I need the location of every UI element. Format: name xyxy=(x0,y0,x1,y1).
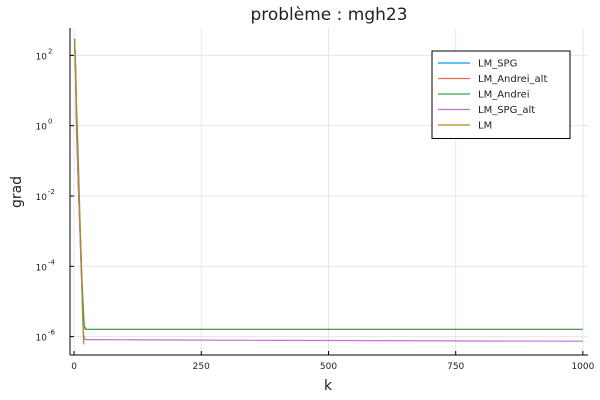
legend-label-lm-spg: LM_SPG xyxy=(478,59,517,70)
y-tick-label: 10 xyxy=(36,52,48,62)
y-tick-label: 10 xyxy=(36,263,48,273)
legend-label-lm-andrei: LM_Andrei xyxy=(478,90,530,101)
x-axis-label: k xyxy=(324,378,333,394)
axes-frame xyxy=(69,28,588,356)
y-tick-label: 10 xyxy=(36,123,48,133)
x-tick-label: 250 xyxy=(193,362,210,372)
y-tick-exponent: -4 xyxy=(48,258,56,266)
y-tick-exponent: 2 xyxy=(48,47,52,55)
y-tick-exponent: -2 xyxy=(48,188,55,196)
y-tick-label: 10 xyxy=(36,193,48,203)
legend: LM_SPG LM_Andrei_alt LM_Andrei LM_SPG_alt LM xyxy=(431,50,571,139)
series-line-lm xyxy=(73,38,85,345)
legend-label-lm-andrei-alt: LM_Andrei_alt xyxy=(478,74,547,85)
y-axis-label: grad xyxy=(9,176,25,208)
y-tick-exponent: 0 xyxy=(48,118,52,126)
legend-label-lm-spg-alt: LM_SPG_alt xyxy=(478,105,535,116)
x-axis-ticks: 0 250 500 750 1000 xyxy=(71,351,595,372)
plot-area xyxy=(73,38,583,345)
grid xyxy=(70,28,588,355)
x-tick-label: 1000 xyxy=(571,362,594,372)
x-tick-label: 500 xyxy=(320,362,337,372)
legend-label-lm: LM xyxy=(478,121,492,132)
x-tick-label: 0 xyxy=(71,362,77,372)
legend-box xyxy=(431,50,571,139)
chart-title: problème : mgh23 xyxy=(250,5,407,25)
x-tick-label: 750 xyxy=(447,362,464,372)
y-tick-label: 10 xyxy=(36,334,48,344)
y-tick-exponent: -6 xyxy=(48,329,56,337)
